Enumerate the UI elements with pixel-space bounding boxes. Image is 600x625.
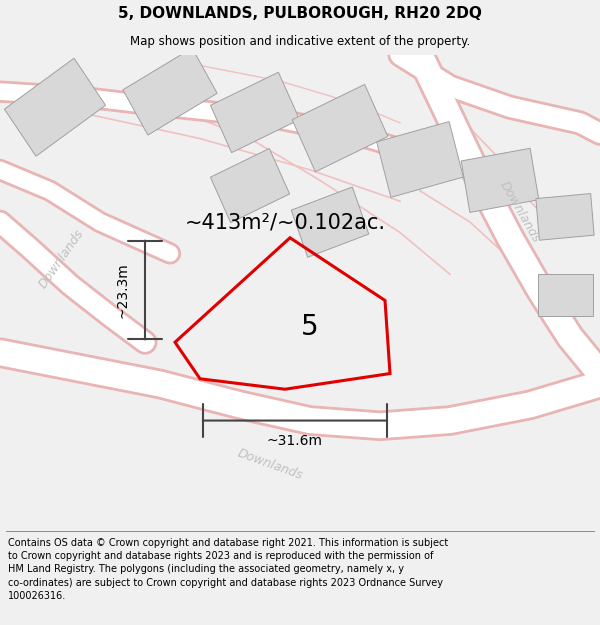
Polygon shape [292, 84, 388, 172]
Text: ~23.3m: ~23.3m [116, 262, 130, 318]
Text: Map shows position and indicative extent of the property.: Map shows position and indicative extent… [130, 35, 470, 48]
Polygon shape [211, 149, 290, 222]
Text: Downlands: Downlands [235, 446, 305, 483]
Polygon shape [211, 72, 299, 152]
Polygon shape [461, 148, 539, 213]
Polygon shape [4, 58, 106, 156]
Polygon shape [536, 194, 594, 240]
Text: Downlands: Downlands [497, 179, 543, 244]
Polygon shape [123, 48, 217, 135]
Text: ~413m²/~0.102ac.: ~413m²/~0.102ac. [185, 212, 386, 232]
Text: ~31.6m: ~31.6m [267, 434, 323, 449]
Text: 5, DOWNLANDS, PULBOROUGH, RH20 2DQ: 5, DOWNLANDS, PULBOROUGH, RH20 2DQ [118, 6, 482, 21]
Text: 5: 5 [301, 312, 319, 341]
Text: Contains OS data © Crown copyright and database right 2021. This information is : Contains OS data © Crown copyright and d… [8, 538, 448, 601]
Text: Downlands: Downlands [37, 227, 87, 291]
Polygon shape [377, 122, 463, 198]
Polygon shape [291, 187, 369, 258]
Polygon shape [538, 274, 593, 316]
